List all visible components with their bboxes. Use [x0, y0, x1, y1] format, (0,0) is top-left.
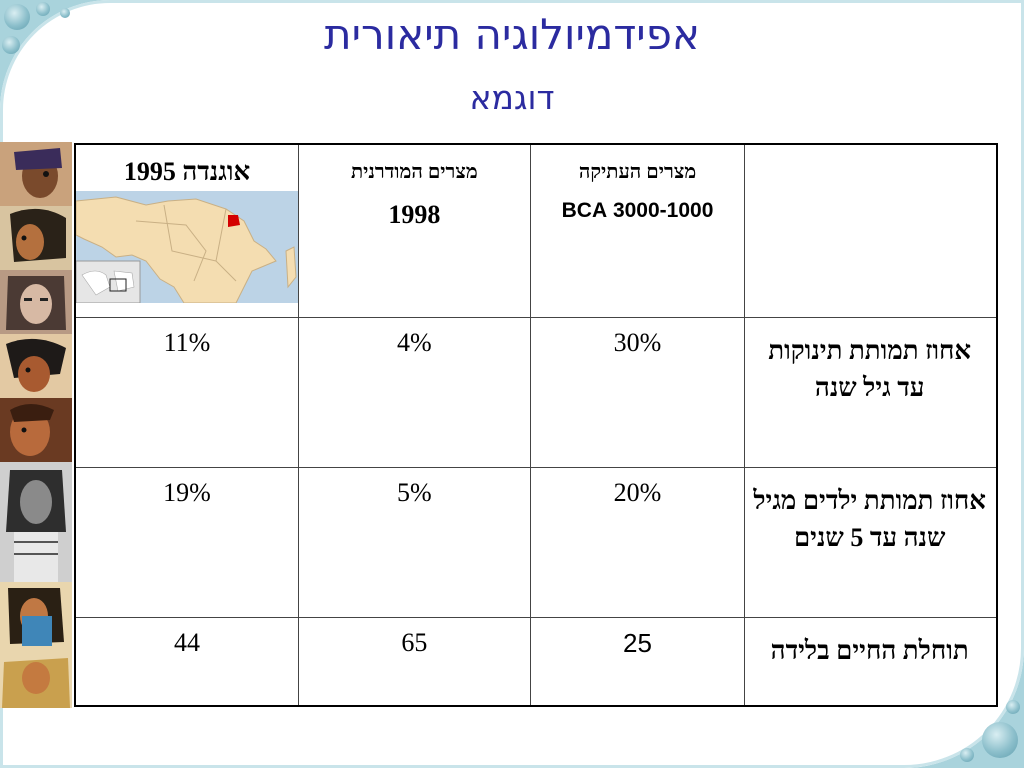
column-header-label: אוגנדה 1995	[123, 157, 251, 186]
table-header-row: מצרים העתיקה 3000-1000 BCA מצרים המודרני…	[74, 143, 998, 318]
egyptian-portrait-icon	[0, 398, 72, 462]
row-header: תוחלת החיים בלידה	[744, 617, 998, 707]
table-cell: 11%	[74, 317, 299, 468]
column-header-uganda: אוגנדה 1995	[74, 143, 299, 318]
table-cell: 65	[298, 617, 531, 707]
column-header-sub: 3000-1000 BCA	[561, 199, 714, 222]
row-header: אחוז תמותת תינוקות עד גיל שנה	[744, 317, 998, 468]
column-header-modern-egypt: מצרים המודרנית 1998	[298, 143, 531, 318]
row-header: אחוז תמותת ילדים מגיל שנה עד 5 שנים	[744, 467, 998, 618]
table-corner-cell	[744, 143, 998, 318]
table-row: אחוז תמותת תינוקות עד גיל שנה 30% 4% 11%	[74, 317, 998, 468]
bubble-decoration	[4, 4, 30, 30]
egyptian-portrait-icon	[0, 270, 72, 334]
egyptian-portrait-icon	[0, 334, 72, 398]
column-header-label: מצרים המודרנית	[350, 161, 478, 183]
column-header-sub: 1998	[388, 200, 441, 229]
table-cell: 5%	[298, 467, 531, 618]
table-row: אחוז תמותת ילדים מגיל שנה עד 5 שנים 20% …	[74, 467, 998, 618]
egyptian-portrait-icon	[0, 462, 72, 582]
table-row: תוחלת החיים בלידה 25 65 44	[74, 617, 998, 707]
egyptian-portrait-icon	[0, 582, 72, 708]
bubble-decoration	[1006, 700, 1020, 714]
column-header-label: מצרים העתיקה	[578, 161, 697, 183]
table-cell: 44	[74, 617, 299, 707]
bubble-decoration	[36, 2, 50, 16]
egyptian-portrait-icon	[0, 206, 72, 270]
egyptian-portrait-icon	[0, 142, 72, 206]
column-header-ancient-egypt: מצרים העתיקה 3000-1000 BCA	[529, 143, 746, 318]
bubble-decoration	[982, 722, 1018, 758]
portrait-strip	[0, 142, 72, 708]
table-cell: 4%	[298, 317, 531, 468]
page-title: אפידמיולוגיה תיאורית	[323, 10, 700, 59]
table-cell: 30%	[529, 317, 746, 468]
table-cell: 25	[529, 617, 746, 707]
africa-map-icon	[75, 191, 298, 304]
data-table: מצרים העתיקה 3000-1000 BCA מצרים המודרני…	[74, 143, 998, 707]
table-cell: 20%	[529, 467, 746, 618]
bubble-decoration	[960, 748, 974, 762]
table-cell: 19%	[74, 467, 299, 618]
bubble-decoration	[60, 8, 70, 18]
page-subtitle: דוגמא	[469, 78, 555, 117]
bubble-decoration	[2, 36, 20, 54]
